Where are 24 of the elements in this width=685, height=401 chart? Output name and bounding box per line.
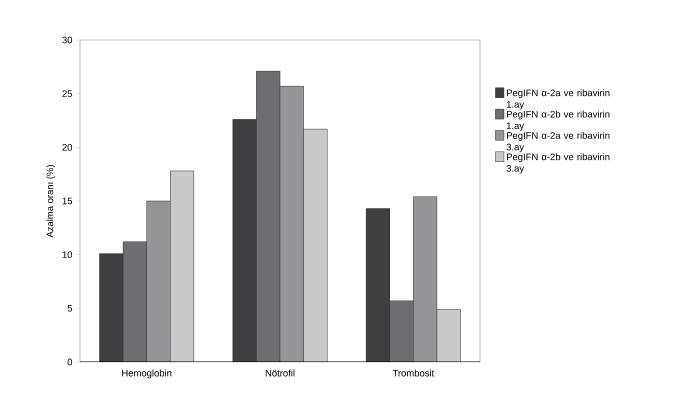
x-tick-label: Nötrofil (266, 370, 294, 376)
y-tick-label: 30 (62, 36, 72, 44)
legend-label: PegIFN α-2a ve ribavirin 3.ay (506, 132, 610, 152)
y-tick-label: 5 (68, 305, 72, 312)
legend-label: PegIFN α-2a ve ribavirin 1.ay (506, 89, 610, 110)
legend-label: PegIFN α-2b ve ribavirin 3.ay (506, 153, 610, 174)
y-tick-label: 25 (62, 90, 72, 98)
x-tick-label: Hemoglobin (122, 370, 172, 378)
x-tick-label: Trombosit (392, 370, 434, 376)
bar (99, 253, 124, 362)
legend-label: PegIFN α-2b ve ribavirin 1.ay (506, 110, 610, 131)
y-axis-title: Azalma oranı (%) (46, 165, 56, 238)
bar (122, 242, 147, 362)
y-tick-label: 10 (62, 251, 72, 258)
bar (436, 309, 461, 362)
bar (366, 208, 390, 362)
bar (389, 300, 414, 362)
bar (256, 70, 280, 362)
y-tick-label: 15 (62, 198, 72, 204)
y-tick-label: 0 (68, 358, 72, 366)
bar (232, 119, 257, 362)
bar (170, 170, 194, 362)
bar (303, 128, 328, 362)
y-tick-label: 20 (62, 144, 72, 151)
